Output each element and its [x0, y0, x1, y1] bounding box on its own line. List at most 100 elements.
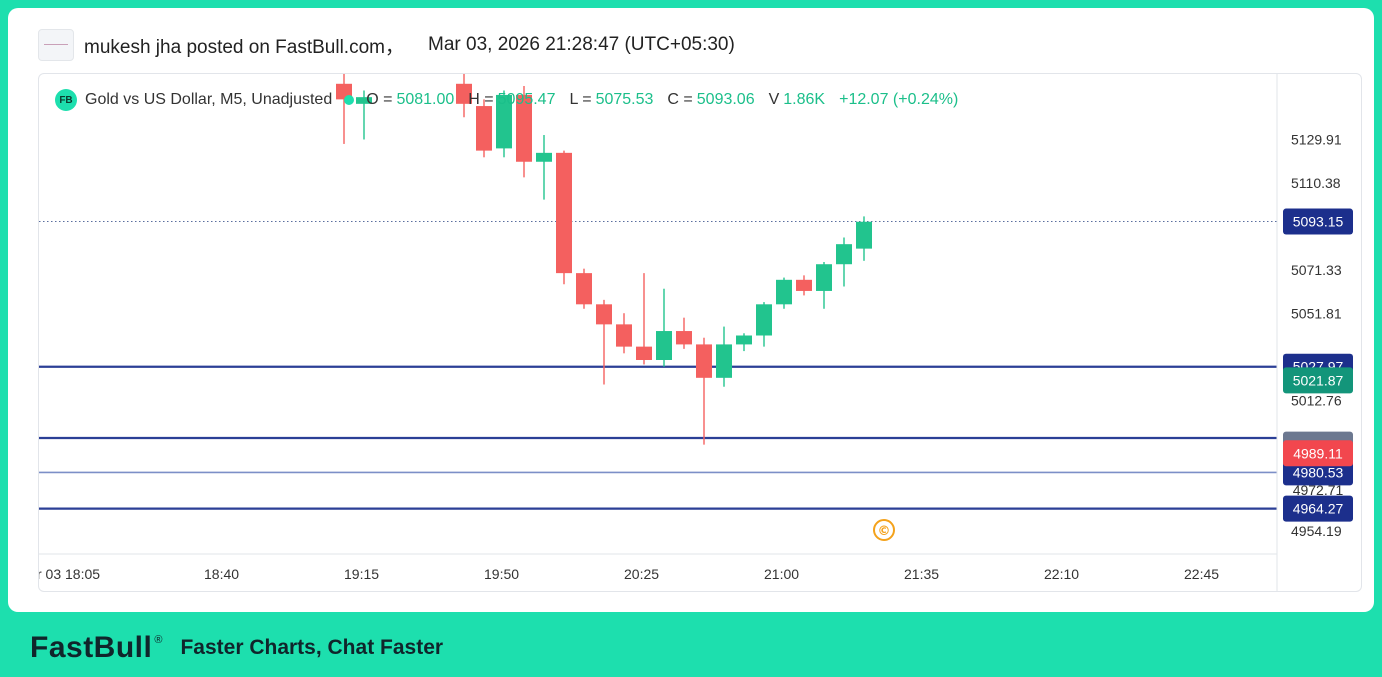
x-tick-label: 22:10 — [1044, 566, 1079, 582]
candle — [696, 337, 712, 445]
candle-body — [596, 304, 612, 325]
candle — [576, 268, 592, 309]
candle — [756, 302, 772, 347]
candle-body — [616, 324, 632, 347]
open-label: O = — [366, 91, 393, 108]
candlestick-chart[interactable]: © 5129.91 5110.38 5071.33 5051.81 5012.76 4954… — [39, 74, 1361, 591]
candle — [516, 86, 532, 178]
high-label: H = — [468, 91, 494, 108]
candle-body — [736, 335, 752, 345]
chart-container[interactable]: © 5129.91 5110.38 5071.33 5051.81 5012.76 4954… — [38, 73, 1362, 592]
price-tag: 5093.15 — [1283, 208, 1353, 235]
candle-body — [576, 273, 592, 305]
price-tag-label: 5093.15 — [1293, 214, 1344, 230]
y-tick-label: 4954.19 — [1291, 523, 1342, 539]
low-value: 5075.53 — [595, 91, 654, 108]
price-tag-label: 4972.71 — [1293, 482, 1344, 498]
post-card: mukesh jha posted on FastBull.com， Mar 0… — [8, 8, 1374, 612]
x-tick-label: 21:35 — [904, 566, 939, 582]
candle — [476, 99, 492, 158]
candle-body — [756, 304, 772, 336]
candle-body — [556, 152, 572, 274]
candle — [796, 275, 812, 296]
x-tick-label: r 03 18:05 — [39, 566, 100, 582]
candle-body — [496, 94, 512, 149]
candle — [656, 288, 672, 367]
tagline: Faster Charts, Chat Faster — [180, 636, 444, 659]
price-tag-label: 5021.87 — [1293, 372, 1344, 388]
low-label: L = — [569, 91, 592, 108]
candle-body — [636, 346, 652, 361]
price-tag: 4972.71 — [1293, 482, 1344, 498]
x-tick-label: 18:40 — [204, 566, 239, 582]
post-author: mukesh jha posted on FastBull.com， — [84, 36, 404, 58]
status-dot-icon — [344, 95, 355, 105]
symbol-label[interactable]: Gold vs US Dollar, M5, Unadjusted — [85, 91, 333, 108]
price-tag: 4989.11 — [1283, 440, 1353, 467]
y-tick-label: 5129.91 — [1291, 132, 1342, 148]
price-tag: 5021.87 — [1283, 367, 1353, 394]
y-tick-label: 5012.76 — [1291, 393, 1342, 409]
candle-body — [456, 83, 472, 104]
candle-body — [516, 94, 532, 162]
candle-body — [776, 279, 792, 305]
price-tag-label: 4980.53 — [1293, 464, 1344, 480]
candle-body — [856, 221, 872, 249]
watermark-icon — [873, 519, 895, 541]
volume-value: 1.86K — [783, 91, 826, 108]
avatar[interactable] — [38, 29, 74, 61]
candle — [856, 216, 872, 261]
price-tag-label: 4964.27 — [1293, 501, 1344, 517]
candle-body — [536, 152, 552, 162]
y-tick-label: 5051.81 — [1291, 306, 1342, 322]
candle — [496, 90, 512, 158]
volume-label: V — [768, 91, 780, 108]
candle — [636, 273, 652, 365]
fastbull-logo-icon: FB — [55, 89, 77, 111]
chart-legend: FB Gold vs US Dollar, M5, Unadjusted O =… — [55, 88, 972, 112]
x-tick-label: 19:15 — [344, 566, 379, 582]
candle-body — [696, 344, 712, 378]
watermark-glyph: © — [878, 524, 891, 539]
y-tick-label: 5110.38 — [1291, 175, 1341, 191]
registered-mark: ® — [154, 634, 163, 646]
price-tag-bg — [1283, 440, 1353, 467]
candle-body — [836, 244, 852, 265]
x-tick-label: 19:50 — [484, 566, 519, 582]
candle — [816, 261, 832, 309]
x-tick-label: 21:00 — [764, 566, 799, 582]
candle-body — [816, 264, 832, 291]
y-tick-label: 5071.33 — [1291, 262, 1342, 278]
close-label: C = — [667, 91, 693, 108]
candle — [616, 313, 632, 354]
open-value: 5081.00 — [396, 91, 455, 108]
candle-body — [356, 97, 372, 104]
close-value: 5093.06 — [696, 91, 755, 108]
x-tick-label: 20:25 — [624, 566, 659, 582]
candle — [556, 150, 572, 285]
footer: FastBull ® Faster Charts, Chat Faster — [30, 630, 443, 666]
post-header: mukesh jha posted on FastBull.com， Mar 0… — [38, 29, 735, 61]
price-tag-label: 4989.11 — [1293, 445, 1343, 461]
price-tag-bg — [1283, 495, 1353, 522]
price-tag-bg — [1283, 367, 1353, 394]
candle — [836, 237, 852, 287]
candle — [356, 90, 372, 140]
post-timestamp: Mar 03, 2026 21:28:47 (UTC+05:30) — [428, 34, 735, 55]
price-tag-bg — [1283, 208, 1353, 235]
price-tag: 4964.27 — [1283, 495, 1353, 522]
brand-logo[interactable]: FastBull — [30, 631, 153, 664]
x-tick-label: 22:45 — [1184, 566, 1219, 582]
candle — [776, 277, 792, 309]
candle — [716, 326, 732, 387]
candle — [536, 135, 552, 200]
candle-body — [796, 279, 812, 291]
plot-area — [39, 74, 1277, 510]
candle-body — [676, 331, 692, 345]
candle — [736, 333, 752, 352]
candle — [456, 74, 472, 118]
candle — [676, 317, 692, 349]
candle — [596, 299, 612, 385]
candle-body — [716, 344, 732, 378]
candle-body — [656, 331, 672, 361]
